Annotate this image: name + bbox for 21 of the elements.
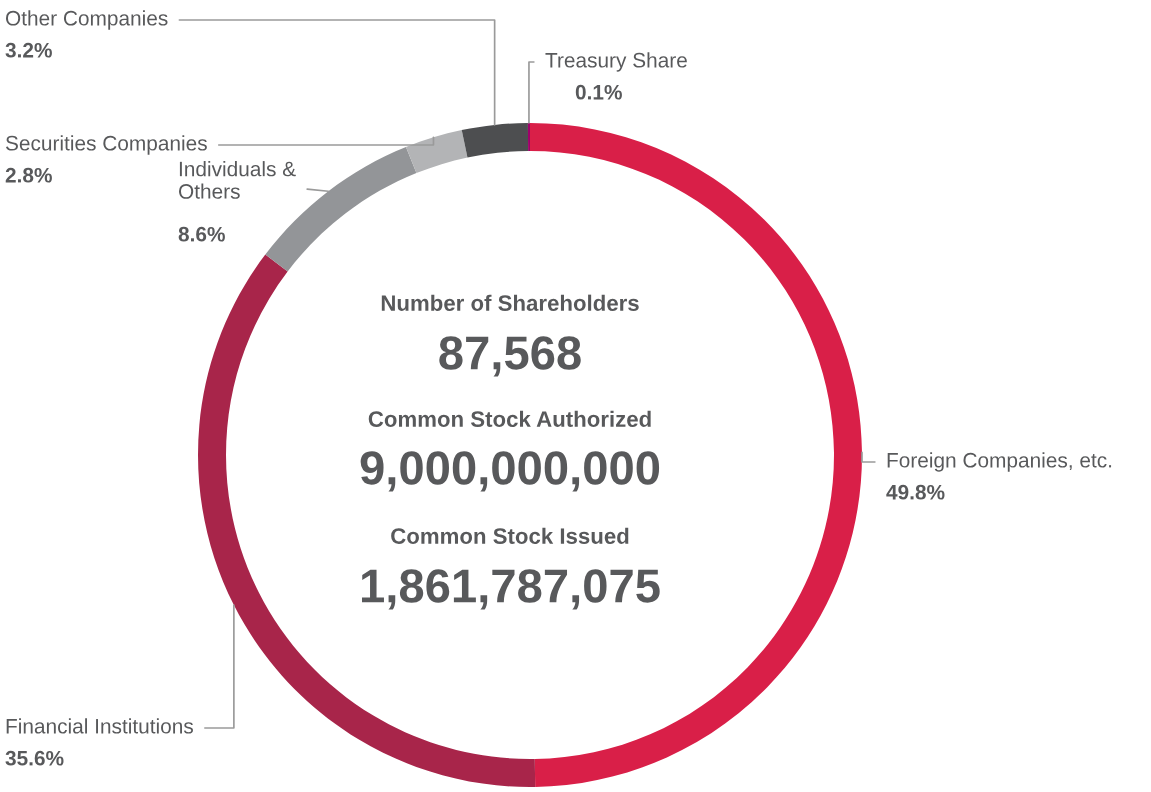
data-label: 0.1%	[575, 84, 622, 100]
slice-label: Treasury Share	[545, 52, 687, 72]
data-label: 3.2%	[5, 42, 52, 58]
donut-slice	[527, 123, 530, 152]
text: Common Stock Issued	[391, 527, 629, 544]
text: 1,861,787,075	[362, 569, 660, 610]
data-label: 2.8%	[5, 167, 52, 183]
text: 9,000,000,000	[360, 451, 660, 492]
slice-label: Other Companies	[5, 10, 168, 30]
text: Common Stock Authorized	[368, 410, 651, 427]
slice-label: Foreign Companies, etc.	[887, 452, 1112, 472]
slice-label: Securities Companies	[5, 135, 207, 155]
donut-slice	[461, 123, 529, 158]
data-label: 8.6%	[178, 226, 225, 242]
slice-label: Financial Institutions	[6, 718, 193, 734]
text: 87,568	[439, 336, 581, 377]
slice-label: Individuals & Others	[178, 161, 296, 199]
data-label: 35.6%	[5, 750, 64, 766]
text: Number of Shareholders	[381, 294, 639, 311]
donut-slice	[405, 130, 468, 174]
data-label: 49.8%	[886, 484, 945, 500]
